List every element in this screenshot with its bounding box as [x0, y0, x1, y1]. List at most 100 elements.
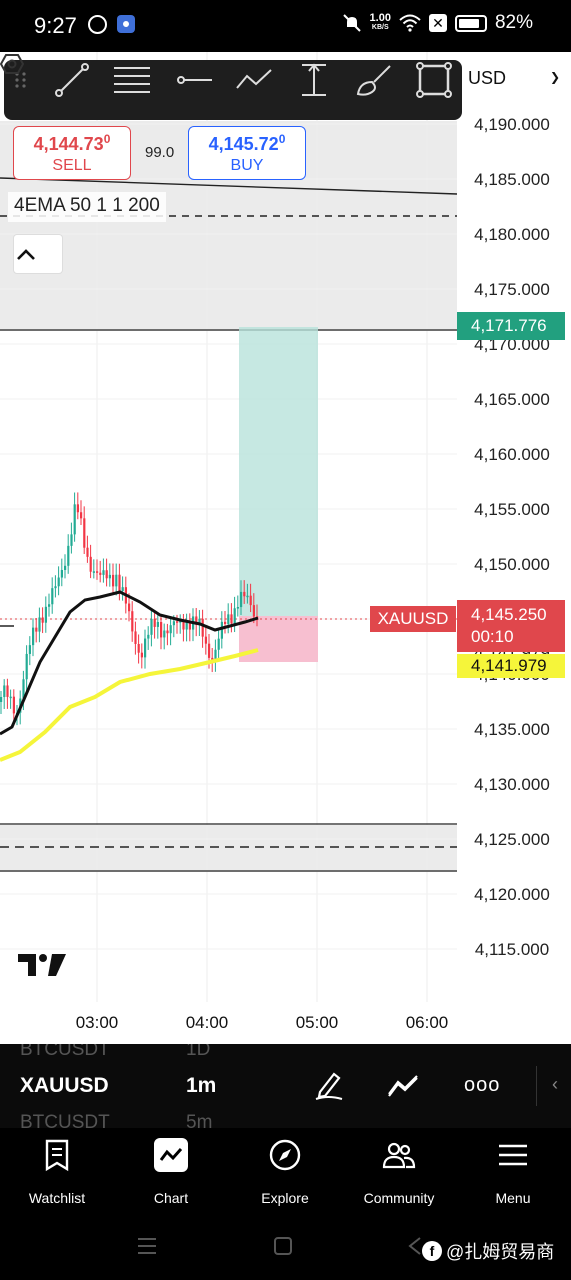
- broadcast-icon: [117, 15, 135, 33]
- home-icon[interactable]: [273, 1236, 293, 1256]
- status-icons: 1.00 KB/S ✕ 82%: [342, 12, 533, 34]
- symbol-price-tag: XAUUSD: [370, 606, 456, 632]
- path-tool-icon[interactable]: [234, 60, 274, 100]
- brush-tool-icon[interactable]: [354, 60, 394, 100]
- candle-body: [51, 588, 54, 605]
- nav-community[interactable]: Community: [349, 1138, 449, 1206]
- sell-button[interactable]: 4,144.730 SELL: [13, 126, 131, 180]
- time-axis[interactable]: 03:00 04:00 05:00 06:00: [76, 1013, 449, 1032]
- nav-explore-label: Explore: [261, 1190, 309, 1206]
- pencil-draw-icon[interactable]: [312, 1068, 346, 1102]
- nav-chart-label: Chart: [153, 1190, 189, 1206]
- candle-body: [230, 614, 233, 624]
- more-options-icon[interactable]: ooo: [464, 1074, 501, 1096]
- chart-area[interactable]: 4,190.000 4,185.000 4,180.000 4,175.000 4,17…: [0, 52, 571, 1044]
- drawing-toolbar: [4, 60, 462, 120]
- price-axis-label: 4,150.000: [474, 555, 550, 574]
- time-axis-label: 05:00: [296, 1013, 339, 1032]
- speed-unit: KB/S: [371, 24, 389, 31]
- buy-button[interactable]: 4,145.720 BUY: [188, 126, 306, 180]
- currency-value: USD: [468, 68, 507, 88]
- candle-body: [83, 518, 86, 548]
- facebook-icon: f: [422, 1241, 442, 1261]
- chevron-left-icon[interactable]: ‹: [552, 1074, 558, 1094]
- long-stop-zone[interactable]: [239, 616, 318, 662]
- candle-body: [70, 534, 73, 546]
- long-target-zone[interactable]: [239, 327, 318, 616]
- interval-selector[interactable]: 1m: [186, 1074, 217, 1097]
- price-axis-label: 4,175.000: [474, 280, 550, 299]
- candle-body: [67, 545, 70, 566]
- candles[interactable]: [0, 492, 259, 726]
- drawings-toolbar-icon[interactable]: [386, 1068, 420, 1102]
- candle-body: [73, 504, 76, 535]
- price-axis-label: 4,125.000: [474, 830, 550, 849]
- time-axis-label: 06:00: [406, 1013, 449, 1032]
- status-bar: 9:27 1.00 KB/S ✕ 82%: [0, 0, 571, 52]
- sell-price-main: 4,144.73: [33, 134, 104, 154]
- candle-body: [35, 627, 38, 632]
- price-axis-label: 4,165.000: [474, 390, 550, 409]
- ema-50-line[interactable]: [0, 590, 259, 736]
- trend-line-tool-icon[interactable]: [52, 60, 92, 100]
- candle-body: [163, 630, 166, 638]
- candle-body: [150, 618, 153, 635]
- candle-body: [156, 622, 159, 627]
- target-price-tag: 4,171.776: [457, 312, 565, 340]
- candle-body: [160, 622, 163, 638]
- time-axis-label: 03:00: [76, 1013, 119, 1032]
- candle-body: [80, 512, 83, 519]
- current-price-tag: 4,145.250 00:10: [457, 600, 565, 652]
- candle-body: [227, 614, 230, 625]
- nav-explore[interactable]: Explore: [235, 1138, 335, 1206]
- symbol-bar: BTCUSDT 1D XAUUSD 1m BTCUSDT 5m ooo ‹: [0, 1044, 571, 1128]
- horizontal-line-tool-icon[interactable]: [174, 60, 214, 100]
- candle-body: [6, 685, 9, 697]
- nav-chart[interactable]: Chart: [121, 1138, 221, 1206]
- current-price: 4,145.250: [471, 605, 547, 624]
- currency-select[interactable]: USD ❯: [462, 60, 566, 96]
- candle-body: [76, 504, 79, 513]
- candle-body: [108, 574, 111, 579]
- sell-price: 4,144.730: [14, 132, 130, 155]
- nav-menu-label: Menu: [495, 1190, 531, 1206]
- price-axis-label: 4,160.000: [474, 445, 550, 464]
- price-axis-label: 4,115.000: [475, 940, 549, 959]
- candle-body: [246, 595, 249, 598]
- rectangle-tool-icon[interactable]: [414, 60, 454, 100]
- back-icon[interactable]: [408, 1236, 422, 1256]
- notification-x-icon: ✕: [428, 14, 447, 32]
- menu-icon: [499, 1144, 527, 1166]
- candle-body: [22, 679, 25, 699]
- ema-price-tag: 4,141.979: [457, 654, 565, 678]
- candle-body: [195, 616, 198, 625]
- battery-fill: [458, 18, 479, 28]
- price-axis-label: 4,120.000: [474, 885, 550, 904]
- measure-tool-icon[interactable]: [294, 60, 334, 100]
- candle-body: [57, 577, 60, 587]
- ghost-symbol-top: BTCUSDT: [20, 1044, 110, 1060]
- candle-body: [198, 618, 201, 625]
- nav-menu[interactable]: Menu: [463, 1138, 563, 1206]
- settings-hexagon-icon[interactable]: [0, 52, 24, 76]
- price-axis-label: 4,130.000: [474, 775, 550, 794]
- candle-body: [3, 685, 6, 697]
- fib-retracement-tool-icon[interactable]: [112, 60, 152, 100]
- symbol-name[interactable]: XAUUSD: [20, 1074, 109, 1097]
- buy-label: BUY: [230, 157, 264, 174]
- candle-body: [243, 591, 246, 597]
- buy-price: 4,145.720: [189, 132, 305, 155]
- indicator-legend[interactable]: 4EMA 50 1 1 200: [8, 192, 166, 222]
- nav-watchlist[interactable]: Watchlist: [7, 1138, 107, 1206]
- candle-body: [89, 556, 92, 572]
- candle-body: [0, 697, 3, 702]
- candle-body: [112, 574, 115, 587]
- price-axis[interactable]: 4,190.0004,185.0004,180.0004,175.0004,17…: [474, 115, 550, 959]
- ema-200-line[interactable]: [0, 648, 259, 762]
- candle-body: [99, 572, 102, 575]
- trend-line[interactable]: [0, 177, 458, 195]
- collapse-legend-button[interactable]: [13, 234, 63, 274]
- recent-apps-icon[interactable]: [136, 1235, 158, 1257]
- price-axis-label: 4,155.000: [474, 500, 550, 519]
- battery-percent: 82%: [494, 12, 533, 33]
